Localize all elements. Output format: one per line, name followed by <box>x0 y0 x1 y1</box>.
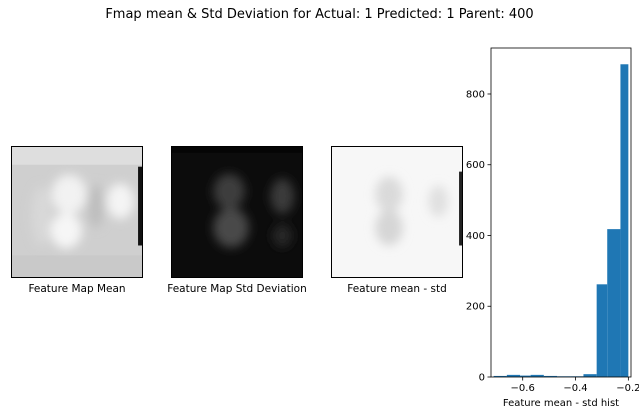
feature-mean-minus-std-image <box>331 146 463 278</box>
y-tick-label: 400 <box>466 231 485 242</box>
histogram-bar <box>583 374 597 377</box>
plot-frame <box>490 47 632 378</box>
y-tick-label: 0 <box>479 373 485 384</box>
histogram-bar <box>620 64 629 377</box>
figure-title: Fmap mean & Std Deviation for Actual: 1 … <box>105 7 534 22</box>
feature-map-std-image <box>171 146 303 278</box>
panel-label-std: Feature Map Std Deviation <box>167 283 307 295</box>
x-tick-label: −0.2 <box>616 383 639 394</box>
y-tick-label: 600 <box>466 160 485 171</box>
panel-label-mean-minus-std: Feature mean - std <box>347 283 447 295</box>
histogram-bar <box>520 375 531 377</box>
histogram-bar <box>530 374 544 377</box>
histogram-bar <box>596 284 608 377</box>
panel-label-mean: Feature Map Mean <box>28 283 126 295</box>
x-tick-label: −0.4 <box>563 383 587 394</box>
histogram-bar <box>607 229 621 377</box>
histogram-bar <box>506 374 521 377</box>
x-axis-label: Feature mean - std hist <box>503 398 619 409</box>
x-tick-label: −0.6 <box>511 383 535 394</box>
histogram-bar <box>493 375 507 377</box>
feature-map-mean-image <box>11 146 143 278</box>
histogram-bar <box>543 375 558 377</box>
y-tick-label: 800 <box>466 89 485 100</box>
y-tick-label: 200 <box>466 302 485 313</box>
